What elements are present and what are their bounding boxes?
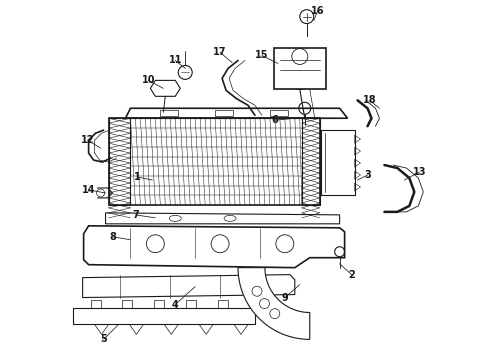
Text: 5: 5 — [100, 334, 107, 345]
Polygon shape — [238, 268, 310, 339]
Text: 12: 12 — [81, 135, 95, 145]
Polygon shape — [84, 226, 344, 268]
Text: 16: 16 — [311, 6, 324, 15]
Text: 10: 10 — [142, 75, 155, 85]
Text: 4: 4 — [172, 300, 179, 310]
Polygon shape — [83, 275, 295, 298]
Text: 8: 8 — [109, 232, 116, 242]
Text: 6: 6 — [271, 115, 278, 125]
Text: 7: 7 — [132, 210, 139, 220]
Polygon shape — [73, 307, 255, 324]
Text: 1: 1 — [134, 172, 141, 182]
Text: 2: 2 — [348, 270, 355, 280]
Text: 9: 9 — [281, 293, 288, 302]
Text: 17: 17 — [213, 48, 227, 58]
Text: 15: 15 — [255, 50, 269, 60]
Text: 13: 13 — [413, 167, 426, 177]
Text: 14: 14 — [82, 185, 96, 195]
Polygon shape — [274, 48, 326, 89]
Text: 3: 3 — [364, 170, 371, 180]
Polygon shape — [108, 118, 319, 205]
Text: 11: 11 — [169, 55, 182, 66]
Text: 18: 18 — [363, 95, 376, 105]
